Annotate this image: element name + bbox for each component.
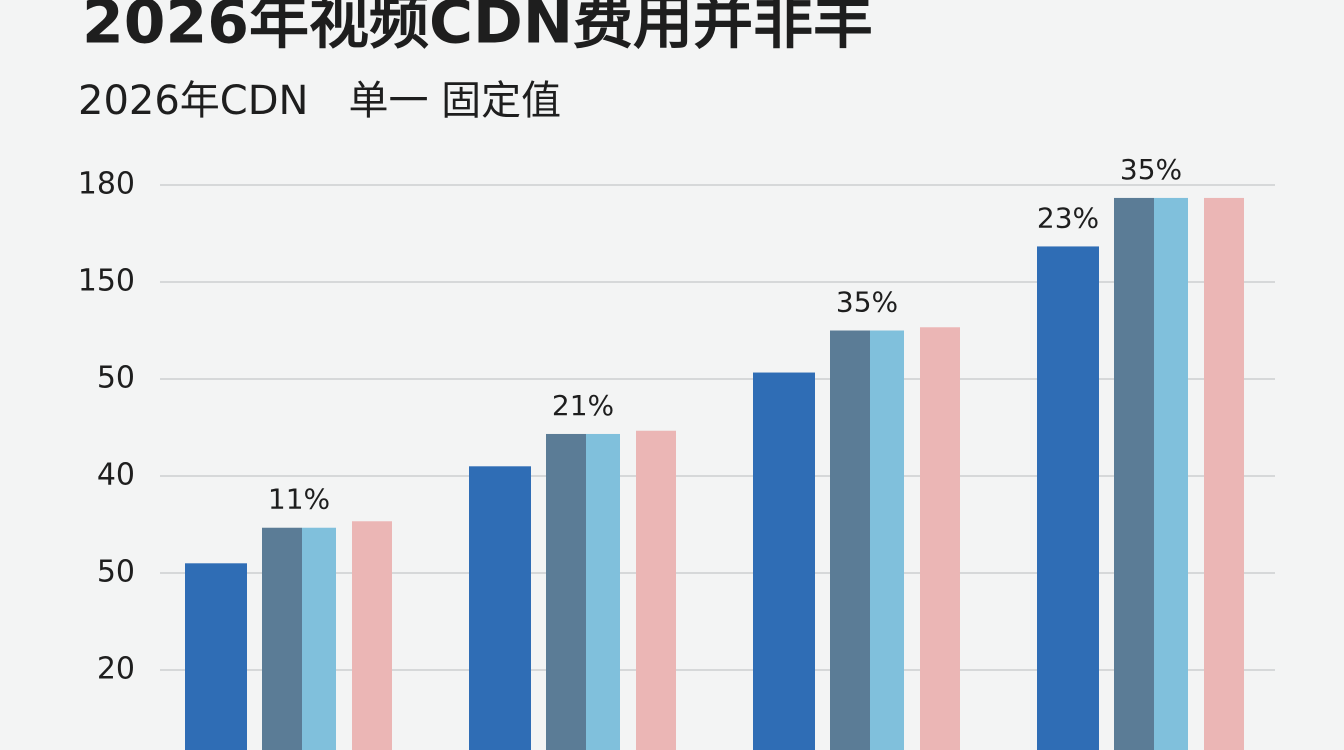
- y-tick-label: 40: [97, 458, 135, 493]
- bar: [1154, 197, 1188, 750]
- bar: [546, 433, 586, 750]
- y-tick-label: 20: [97, 652, 135, 687]
- bar: [586, 433, 620, 750]
- annotation: 35%: [836, 286, 898, 319]
- bar: [870, 330, 904, 750]
- chart-title: 2026年视频CDN费用并非丰: [82, 0, 873, 58]
- annotation: 35%: [1120, 153, 1182, 186]
- y-tick-label: 50: [97, 361, 135, 396]
- chart-subtitle: 2026年CDN 单一 固定值: [78, 78, 561, 124]
- bar: [1037, 246, 1099, 750]
- annotation: 21%: [552, 389, 614, 422]
- y-tick-label: 180: [78, 167, 135, 202]
- bar: [262, 527, 302, 750]
- bar: [1114, 197, 1154, 750]
- bar: [469, 466, 531, 750]
- bar: [920, 327, 960, 750]
- y-tick-label: 50: [97, 555, 135, 590]
- bar: [185, 563, 247, 750]
- bar: [302, 527, 336, 750]
- annotation: 23%: [1037, 201, 1099, 234]
- bar: [1204, 197, 1244, 750]
- bar: [352, 521, 392, 750]
- y-tick-label: 150: [78, 264, 135, 299]
- annotation: 11%: [268, 483, 330, 516]
- bar: [753, 372, 815, 750]
- bar: [636, 430, 676, 750]
- bar: [830, 330, 870, 750]
